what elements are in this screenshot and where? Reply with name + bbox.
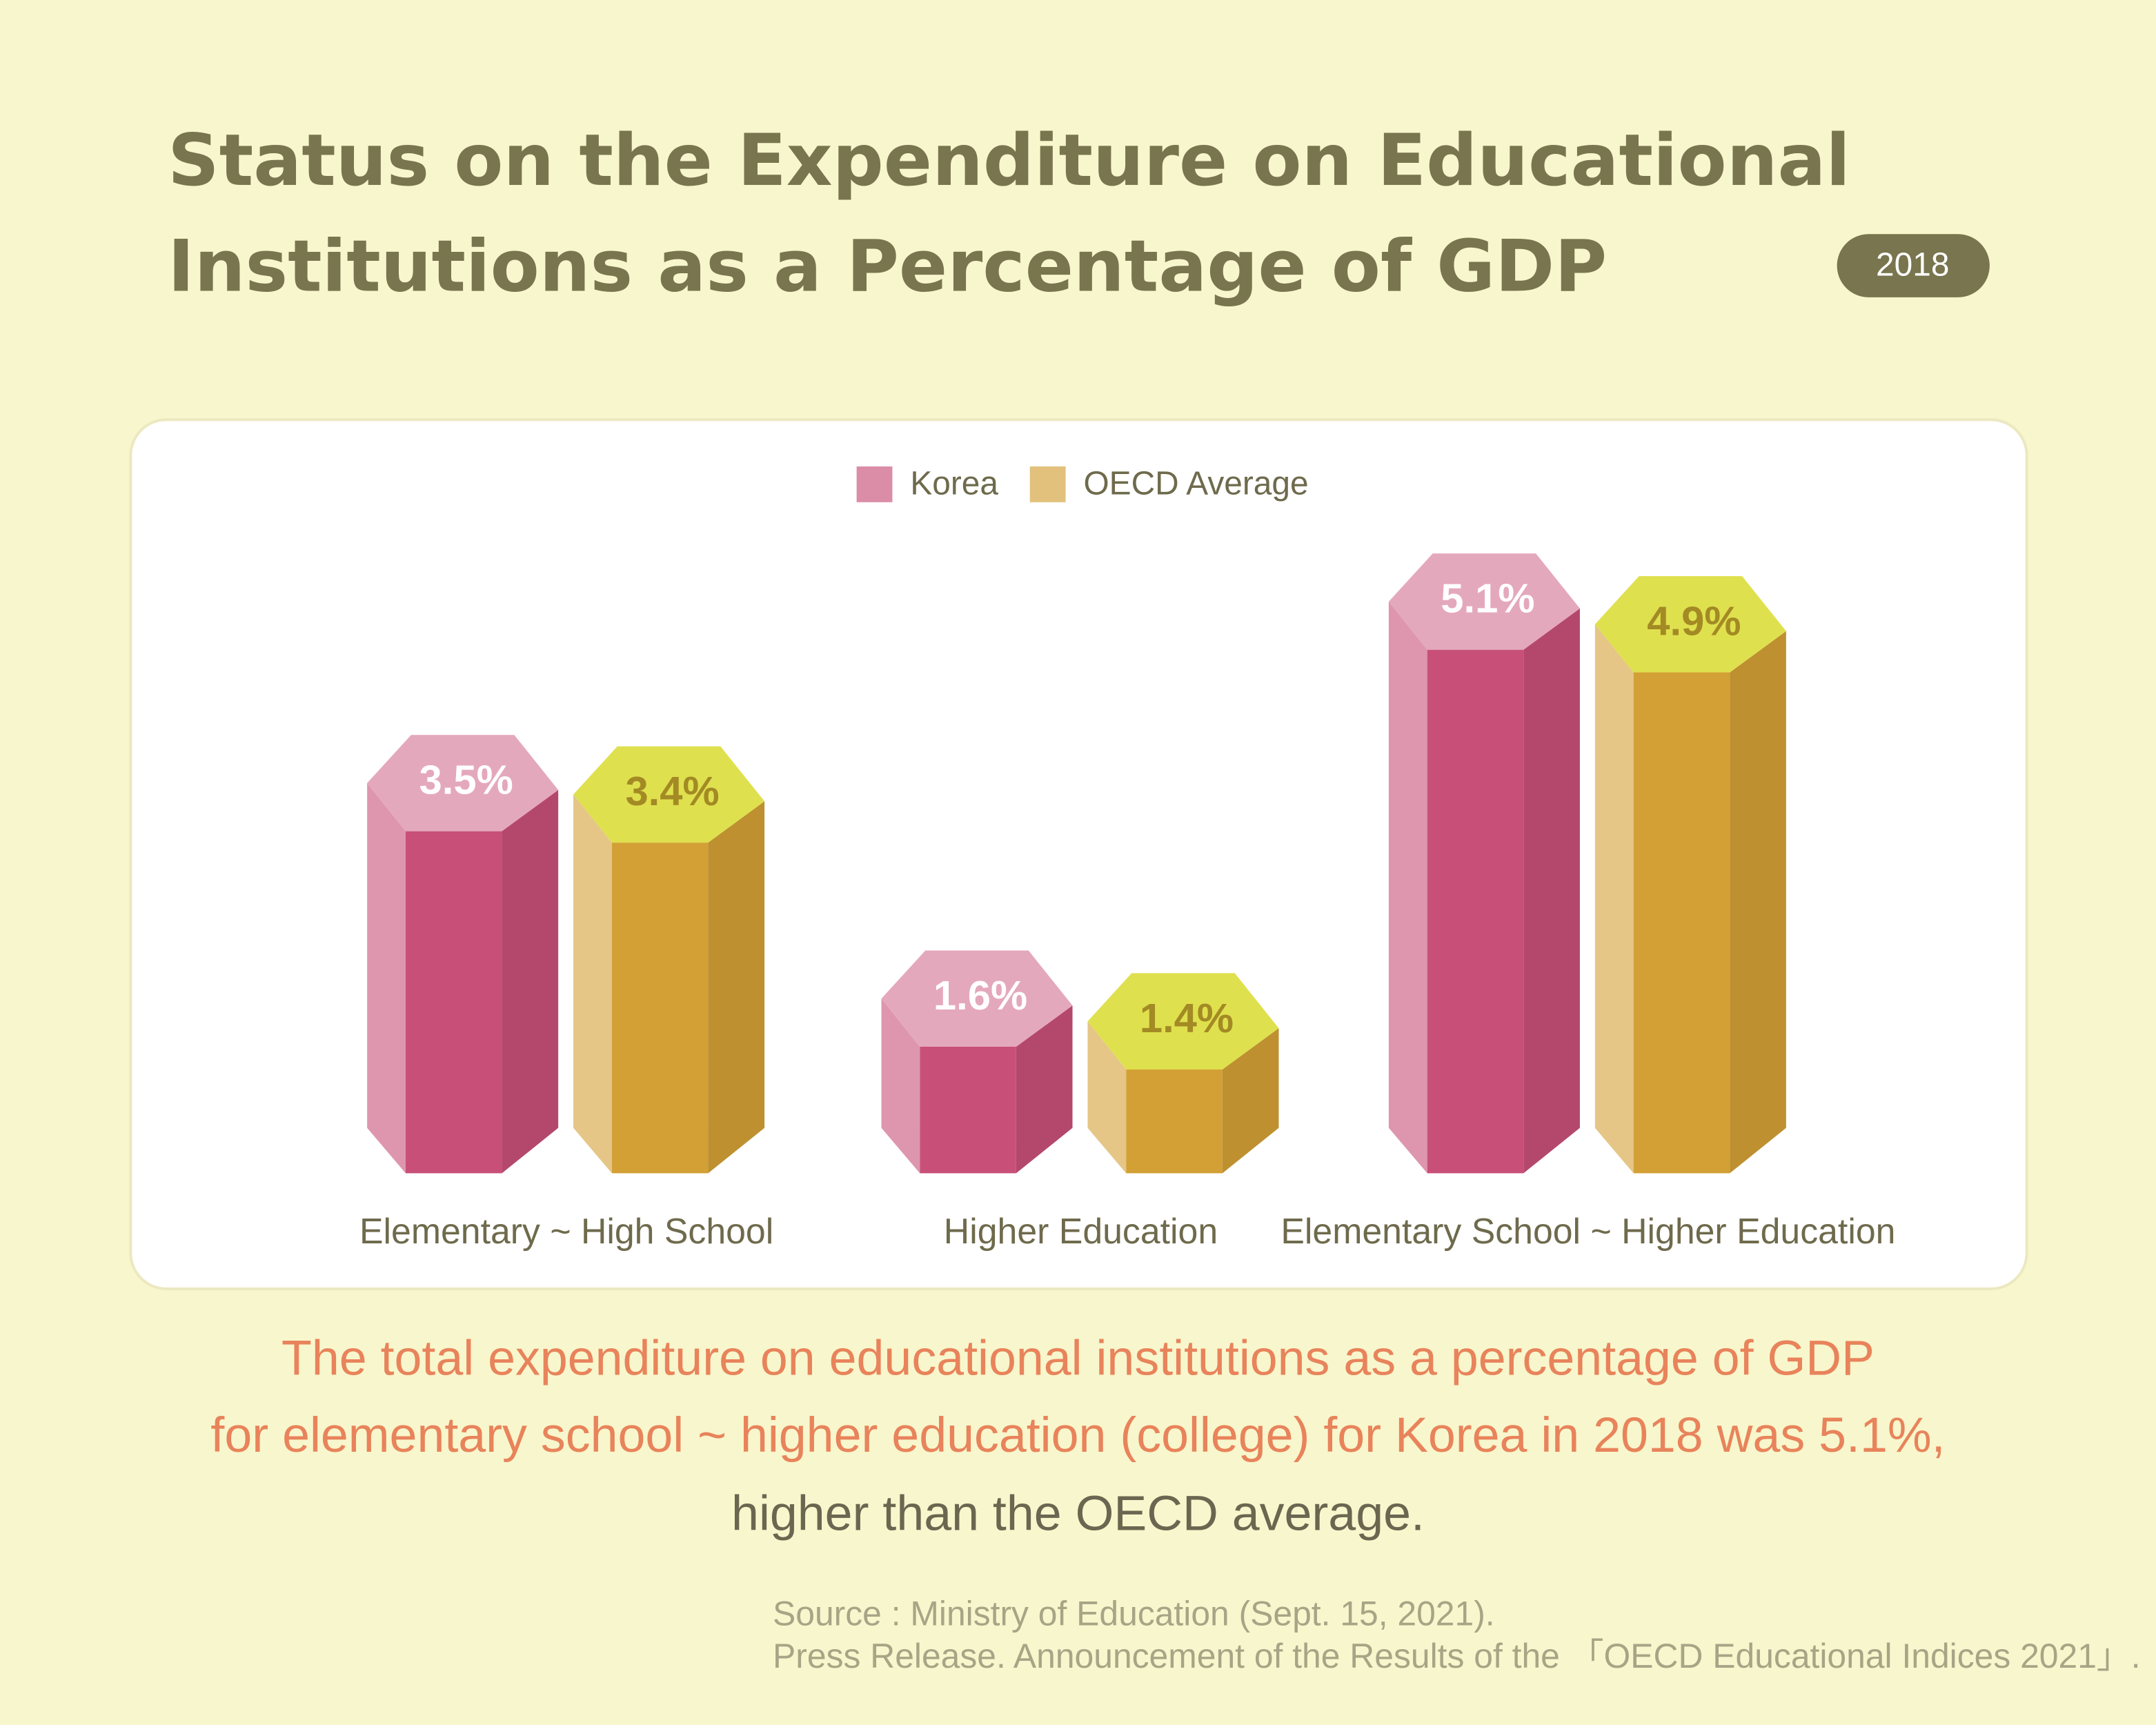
- bar-left-face: [1087, 1021, 1127, 1174]
- bar-top-face: [1087, 973, 1279, 1070]
- description-line: higher than the OECD average.: [731, 1486, 1425, 1541]
- bar-front-face: [1126, 1069, 1223, 1174]
- bar-right-face: [1016, 1005, 1073, 1174]
- bar-left-face: [367, 782, 406, 1174]
- value-label: 1.6%: [933, 972, 1027, 1018]
- value-label: 3.5%: [419, 757, 513, 803]
- bar-right-face: [708, 801, 765, 1174]
- bar-front-face: [1427, 649, 1524, 1174]
- bar-front-face: [611, 842, 709, 1174]
- bar-front-face: [920, 1047, 1016, 1174]
- legend-swatch: [1029, 466, 1066, 502]
- value-label: 5.1%: [1441, 575, 1534, 622]
- description-line: for elementary school ~ higher education…: [210, 1408, 1945, 1463]
- x-tick-label: Higher Education: [944, 1211, 1218, 1251]
- legend-label: OECD Average: [1083, 466, 1308, 502]
- bar-top-face: [367, 735, 559, 831]
- value-label: 4.9%: [1647, 598, 1741, 644]
- x-tick-label: Elementary School ~ Higher Education: [1280, 1211, 1895, 1251]
- legend-swatch: [856, 466, 893, 502]
- bar-right-face: [502, 789, 559, 1174]
- title-line: Institutions as a Percentage of GDP: [168, 225, 1607, 308]
- bar-top-face: [1594, 575, 1786, 673]
- bar-front-face: [405, 831, 502, 1174]
- value-label: 1.4%: [1140, 995, 1234, 1041]
- source-line: Source : Ministry of Education (Sept. 15…: [773, 1594, 1495, 1633]
- source-line: Press Release. Announcement of the Resul…: [773, 1637, 2141, 1675]
- bar-left-face: [1594, 624, 1634, 1174]
- bar-right-face: [1523, 608, 1580, 1174]
- bar-left-face: [1388, 601, 1427, 1174]
- badge: [1837, 234, 1990, 297]
- bar-left-face: [881, 998, 920, 1174]
- title-line: Status on the Expenditure on Educational: [168, 119, 1850, 202]
- bar-top-face: [1388, 553, 1580, 650]
- legend-label: Korea: [910, 466, 998, 502]
- badge-text: 2018: [1876, 247, 1949, 284]
- bar-front-face: [1633, 672, 1730, 1174]
- bar-left-face: [573, 794, 612, 1174]
- x-tick-label: Elementary ~ High School: [359, 1211, 773, 1251]
- description-line: The total expenditure on educational ins…: [281, 1330, 1875, 1386]
- bar-top-face: [881, 950, 1073, 1047]
- bar-top-face: [573, 746, 765, 843]
- bar-right-face: [1730, 631, 1786, 1174]
- bar-right-face: [1222, 1028, 1279, 1174]
- value-label: 3.4%: [625, 768, 719, 814]
